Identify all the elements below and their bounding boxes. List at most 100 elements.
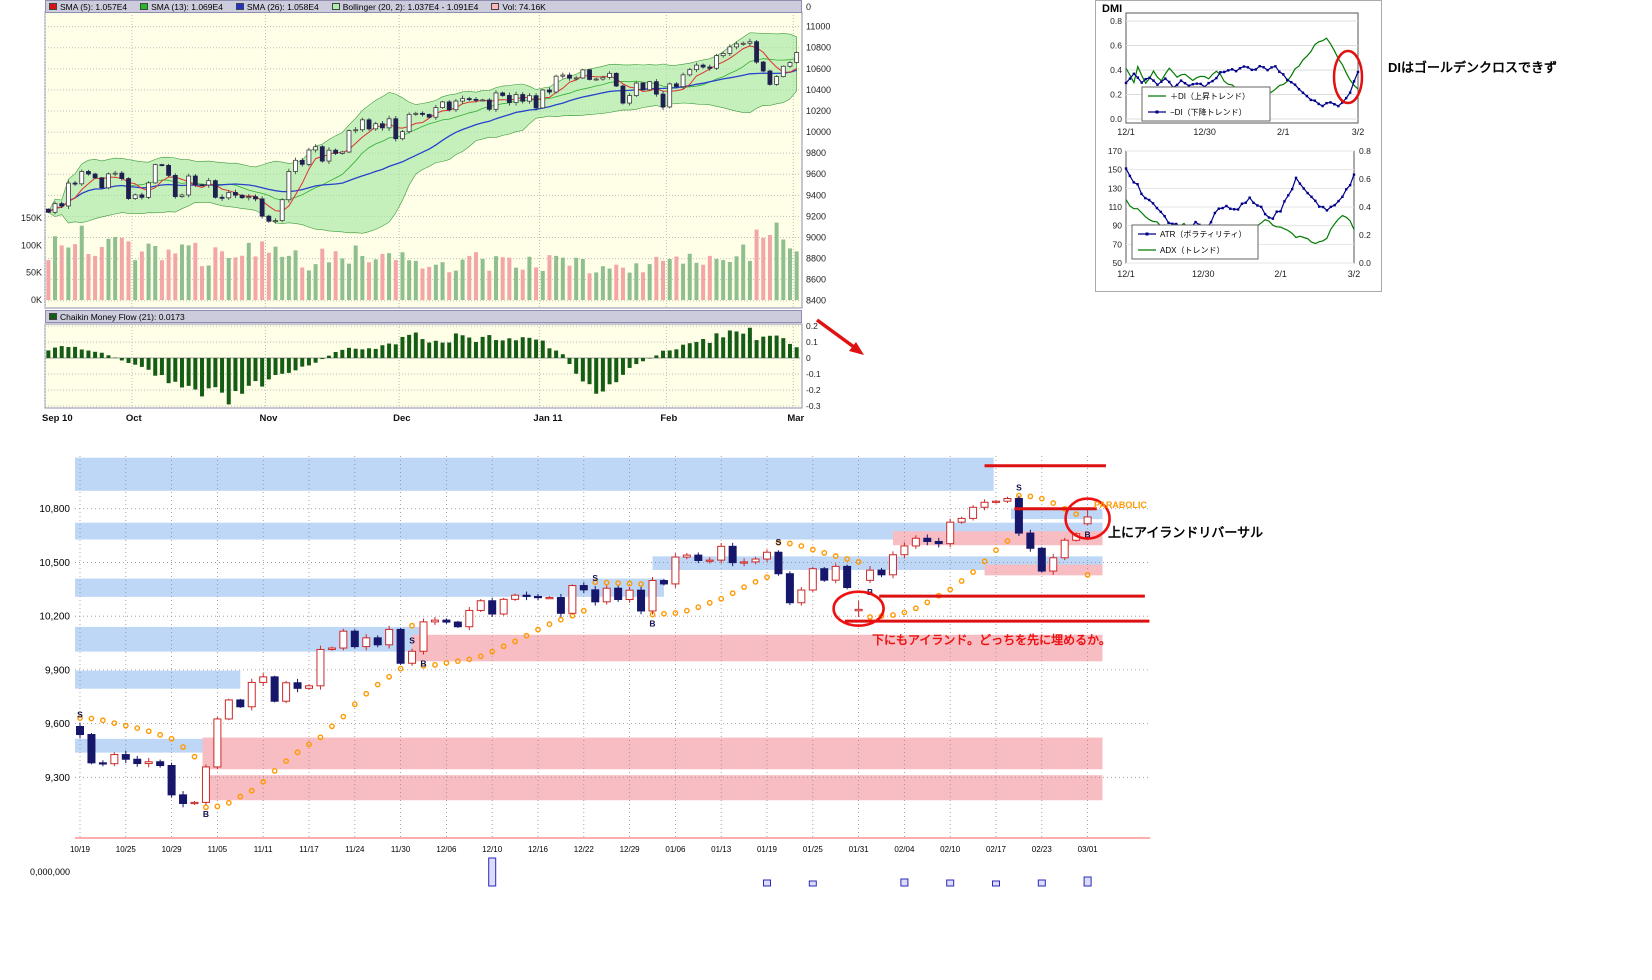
svg-text:12/06: 12/06	[436, 845, 457, 854]
svg-text:9,600: 9,600	[45, 719, 70, 730]
legend-item: Vol: 74.16K	[491, 2, 546, 12]
daily-candlestick-chart[interactable]: 10,800 10,500 10,200 9,900 9,600 9,300 10/19 10…	[0, 448, 1652, 980]
dmi-annotation: DIはゴールデンクロスできず	[1388, 60, 1558, 75]
svg-text:Jan 11: Jan 11	[533, 413, 563, 424]
red-circle-annotation	[832, 590, 885, 627]
svg-text:10000: 10000	[806, 127, 831, 137]
trend-red-lines	[844, 464, 1150, 623]
svg-text:0: 0	[806, 353, 811, 363]
di-legend-box	[1141, 86, 1271, 122]
main-chart-legend: SMA (5): 1.057E4 SMA (13): 1.069E4 SMA (26…	[45, 0, 802, 13]
svg-text:3/2: 3/2	[1352, 127, 1365, 137]
svg-text:9,300: 9,300	[45, 773, 70, 784]
svg-text:B: B	[649, 619, 655, 629]
svg-text:Nov: Nov	[259, 413, 278, 424]
legend-swatch	[491, 3, 500, 10]
svg-text:Feb: Feb	[660, 413, 677, 424]
svg-text:-0.2: -0.2	[806, 385, 821, 395]
svg-text:9,900: 9,900	[45, 665, 70, 676]
svg-text:150K: 150K	[21, 213, 42, 223]
svg-text:11/24: 11/24	[345, 845, 365, 854]
dmi-panel: DMI 0.8 0.6 0.4 0.2 0.0 12/1 12/30 2/1 3/2 ＋DI（上昇…	[1095, 0, 1382, 292]
island-bottom-note: 下にもアイランド。どっちを先に埋めるか。	[872, 632, 1111, 647]
svg-text:10/25: 10/25	[116, 845, 137, 854]
svg-text:S: S	[1016, 483, 1022, 493]
island-top-note: 上にアイランドリバーサル	[1108, 525, 1263, 540]
svg-text:90: 90	[1113, 221, 1123, 231]
svg-text:12/1: 12/1	[1117, 269, 1135, 279]
svg-text:50: 50	[1113, 258, 1123, 268]
svg-text:Mar: Mar	[787, 413, 804, 424]
svg-text:3/2: 3/2	[1348, 269, 1361, 279]
volume-bars	[46, 222, 799, 300]
svg-text:10,800: 10,800	[39, 504, 70, 515]
svg-text:Oct: Oct	[126, 413, 143, 424]
svg-text:9400: 9400	[806, 190, 826, 200]
svg-text:Sep 10: Sep 10	[42, 413, 73, 424]
daily-candlestick-panel: 10,800 10,500 10,200 9,900 9,600 9,300 10/19 10…	[0, 448, 1652, 980]
svg-text:0.2: 0.2	[1359, 230, 1371, 240]
red-arrow-annotation	[815, 318, 864, 355]
buy-sell-markers: S B S B S B S B S B	[77, 483, 1091, 819]
svg-text:12/1: 12/1	[1117, 127, 1135, 137]
dmi-charts[interactable]: 0.8 0.6 0.4 0.2 0.0 12/1 12/30 2/1 3/2 ＋DI（上昇トレンド…	[1096, 1, 1383, 293]
svg-text:2/1: 2/1	[1274, 269, 1287, 279]
svg-text:0.8: 0.8	[1359, 146, 1371, 156]
svg-text:S: S	[592, 573, 598, 583]
svg-text:02/17: 02/17	[986, 845, 1007, 854]
svg-text:11/11: 11/11	[254, 845, 273, 854]
svg-text:12/29: 12/29	[620, 845, 641, 854]
svg-text:02/10: 02/10	[940, 845, 961, 854]
legend-item: Bollinger (20, 2): 1.037E4 - 1.091E4	[331, 1, 479, 12]
svg-text:9800: 9800	[806, 148, 826, 158]
svg-text:0.6: 0.6	[1359, 174, 1371, 184]
svg-text:12/30: 12/30	[1193, 127, 1216, 137]
parabolic-label: PARABOLIC	[1094, 500, 1147, 510]
main-price-chart-panel: SMA (5): 1.057E4 SMA (13): 1.069E4 SMA (26…	[20, 0, 870, 432]
svg-text:B: B	[867, 587, 873, 597]
svg-text:S: S	[776, 537, 782, 547]
svg-text:0.4: 0.4	[1359, 202, 1371, 212]
svg-text:10,500: 10,500	[39, 558, 70, 569]
svg-text:ATR（ボラティリティ）: ATR（ボラティリティ）	[1160, 230, 1246, 239]
parabolic-sar-dots	[77, 492, 1091, 811]
corner-zero-label: 0	[806, 2, 811, 12]
svg-text:170: 170	[1108, 146, 1122, 156]
svg-text:10,200: 10,200	[39, 612, 70, 623]
svg-text:2/1: 2/1	[1277, 127, 1290, 137]
svg-text:11/30: 11/30	[391, 845, 411, 854]
svg-text:-0.1: -0.1	[806, 369, 821, 379]
svg-text:-0.3: -0.3	[806, 401, 821, 411]
legend-label: SMA (26): 1.058E4	[246, 1, 319, 12]
price-volume-cmf-chart[interactable]: 11000 10800 10600 10400 10200 10000 9800 9600 94…	[20, 0, 870, 432]
svg-text:130: 130	[1108, 183, 1122, 193]
svg-text:11/17: 11/17	[299, 845, 319, 854]
svg-text:−DI（下降トレンド）: −DI（下降トレンド）	[1170, 107, 1247, 117]
legend-swatch	[49, 3, 57, 10]
dmi-title: DMI	[1102, 3, 1123, 15]
svg-text:0.2: 0.2	[1110, 90, 1122, 100]
svg-text:S: S	[77, 710, 83, 720]
svg-text:B: B	[420, 658, 426, 668]
svg-text:12/10: 12/10	[482, 845, 503, 854]
svg-text:0.6: 0.6	[1110, 41, 1122, 51]
svg-text:10/29: 10/29	[162, 845, 183, 854]
legend-swatch	[235, 3, 244, 10]
svg-text:150: 150	[1108, 165, 1122, 175]
bollinger-band	[47, 32, 797, 234]
svg-text:110: 110	[1108, 202, 1122, 212]
cmf-title: Chaikin Money Flow (21): 0.0173	[60, 311, 185, 322]
svg-text:01/13: 01/13	[711, 845, 732, 854]
svg-text:B: B	[203, 809, 209, 819]
svg-text:0.0: 0.0	[1359, 258, 1371, 268]
svg-text:ADX（トレンド）: ADX（トレンド）	[1160, 246, 1224, 255]
svg-text:10800: 10800	[806, 43, 831, 53]
legend-swatch	[140, 3, 149, 10]
svg-text:12/22: 12/22	[574, 845, 595, 854]
legend-label: Bollinger (20, 2): 1.037E4 - 1.091E4	[342, 1, 479, 12]
svg-text:Dec: Dec	[393, 413, 410, 424]
legend-label: SMA (5): 1.057E4	[60, 1, 128, 12]
svg-text:9200: 9200	[806, 211, 826, 221]
svg-text:9000: 9000	[806, 232, 826, 242]
